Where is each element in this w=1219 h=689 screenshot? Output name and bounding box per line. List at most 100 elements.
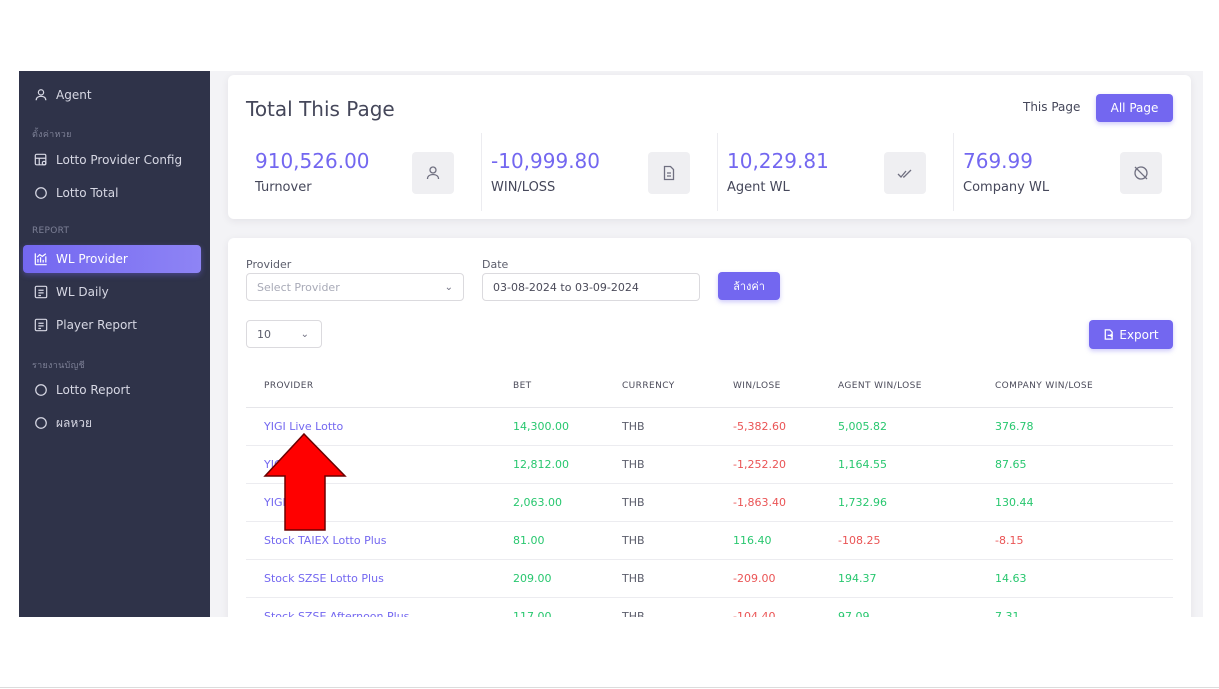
table-row: YIGI 2,063.00 THB -1,863.40 1,732.96 130.44 xyxy=(246,484,1173,522)
sidebar-section-accounting: รายงานบัญชี xyxy=(32,361,85,371)
circle-icon xyxy=(34,383,48,397)
list-box-icon xyxy=(34,285,48,299)
cell-agent-winlose: 5,005.82 xyxy=(838,420,887,433)
circle-icon xyxy=(34,186,48,200)
cell-company-winlose: 7.31 xyxy=(995,610,1020,617)
user-icon xyxy=(34,88,48,102)
cell-currency: THB xyxy=(622,534,645,547)
table-header: PROVIDER BET CURRENCY WIN/LOSE AGENT WIN… xyxy=(246,370,1173,408)
cell-provider-link[interactable]: YIGI Live Lotto xyxy=(264,420,344,433)
stat-label: WIN/LOSS xyxy=(491,180,556,195)
stat-turnover: 910,526.00 Turnover xyxy=(246,133,482,211)
cell-provider-link[interactable]: Stock TAIEX Lotto Plus xyxy=(264,534,387,547)
cell-bet: 14,300.00 xyxy=(513,420,569,433)
column-header-agent-winlose[interactable]: AGENT WIN/LOSE xyxy=(838,381,922,391)
cell-currency: THB xyxy=(622,458,645,471)
cell-provider-link[interactable]: Stock SZSE Lotto Plus xyxy=(264,572,384,585)
cell-bet: 209.00 xyxy=(513,572,552,585)
stat-label: Company WL xyxy=(963,180,1050,195)
app-screen: Agent ตั้งค่าหวย Lotto Provider Config L… xyxy=(19,71,1203,617)
sidebar-item-lotto-report[interactable]: Lotto Report xyxy=(23,376,201,404)
cell-agent-winlose: 194.37 xyxy=(838,572,877,585)
cell-currency: THB xyxy=(622,572,645,585)
sidebar-item-label: ผลหวย xyxy=(56,415,93,430)
table-row: YIGI Live Lotto 14,300.00 THB -5,382.60 5,00… xyxy=(246,408,1173,446)
provider-label: Provider xyxy=(246,258,292,271)
date-label: Date xyxy=(482,258,509,271)
sidebar-item-player-report[interactable]: Player Report xyxy=(23,311,201,339)
cell-provider-link[interactable]: YIGI xyxy=(264,496,286,509)
export-label: Export xyxy=(1119,327,1159,342)
sidebar-item-wl-provider[interactable]: WL Provider xyxy=(23,245,201,273)
page-length-value: 10 xyxy=(257,327,271,341)
no-entry-icon xyxy=(1120,152,1162,194)
summary-card: Total This Page This Page All Page 910,5… xyxy=(228,75,1191,219)
sidebar-item-label: WL Provider xyxy=(56,252,128,266)
table-row: YIG 12,812.00 THB -1,252.20 1,164.55 87.65 xyxy=(246,446,1173,484)
cell-agent-winlose: 1,164.55 xyxy=(838,458,887,471)
cell-company-winlose: -8.15 xyxy=(995,534,1024,547)
sidebar-item-wl-daily[interactable]: WL Daily xyxy=(23,278,201,306)
cell-company-winlose: 87.65 xyxy=(995,458,1027,471)
sidebar-item-agent[interactable]: Agent xyxy=(23,81,201,109)
date-range-input[interactable]: 03-08-2024 to 03-09-2024 xyxy=(482,273,700,301)
sidebar-item-lotto-total[interactable]: Lotto Total xyxy=(23,179,201,207)
chart-icon xyxy=(34,252,48,266)
table-row: Stock SZSE Afternoon Plus 117.00 THB -104.4… xyxy=(246,598,1173,617)
stat-value: -10,999.80 xyxy=(491,149,601,173)
chevron-down-icon: ⌄ xyxy=(300,329,309,340)
column-header-winlose[interactable]: WIN/LOSE xyxy=(733,381,781,391)
stat-divider xyxy=(717,133,718,211)
provider-placeholder: Select Provider xyxy=(257,280,340,294)
stat-label: Turnover xyxy=(255,180,312,195)
cell-company-winlose: 130.44 xyxy=(995,496,1034,509)
page-length-select[interactable]: 10 ⌄ xyxy=(246,320,322,348)
this-page-toggle[interactable]: This Page xyxy=(1023,100,1081,114)
stat-value: 910,526.00 xyxy=(255,149,370,173)
stat-label: Agent WL xyxy=(727,180,790,195)
clear-button[interactable]: ล้างค่า xyxy=(718,272,780,300)
chevron-down-icon: ⌄ xyxy=(444,282,453,293)
cell-agent-winlose: -108.25 xyxy=(838,534,881,547)
list-box-icon xyxy=(34,318,48,332)
column-header-bet[interactable]: BET xyxy=(513,381,532,391)
table-row: Stock TAIEX Lotto Plus 81.00 THB 116.40 -108… xyxy=(246,522,1173,560)
stat-winloss: -10,999.80 WIN/LOSS xyxy=(482,133,718,211)
sidebar-item-label: Lotto Report xyxy=(56,383,131,397)
report-card: Provider Select Provider ⌄ Date 03-08-20… xyxy=(228,238,1191,617)
cell-bet: 12,812.00 xyxy=(513,458,569,471)
cell-winlose: -104.40 xyxy=(733,610,776,617)
column-header-provider[interactable]: PROVIDER xyxy=(264,381,314,391)
cell-winlose: -209.00 xyxy=(733,572,776,585)
sidebar-item-lotto-provider-config[interactable]: Lotto Provider Config xyxy=(23,146,201,174)
table-row: Stock SZSE Lotto Plus 209.00 THB -209.00 194… xyxy=(246,560,1173,598)
sidebar-item-label: WL Daily xyxy=(56,285,109,299)
cell-currency: THB xyxy=(622,496,645,509)
stat-value: 769.99 xyxy=(963,149,1033,173)
cell-winlose: -5,382.60 xyxy=(733,420,786,433)
sidebar-item-label: Lotto Provider Config xyxy=(56,153,183,167)
cell-winlose: 116.40 xyxy=(733,534,772,547)
summary-title: Total This Page xyxy=(246,97,395,121)
provider-select[interactable]: Select Provider ⌄ xyxy=(246,273,464,301)
all-page-button[interactable]: All Page xyxy=(1096,94,1173,122)
sidebar: Agent ตั้งค่าหวย Lotto Provider Config L… xyxy=(19,71,210,617)
stat-divider xyxy=(953,133,954,211)
sidebar-item-label: Player Report xyxy=(56,318,137,332)
column-header-company-winlose[interactable]: COMPANY WIN/LOSE xyxy=(995,381,1094,391)
cell-bet: 81.00 xyxy=(513,534,545,547)
sidebar-item-lotto-result[interactable]: ผลหวย xyxy=(23,409,201,437)
document-icon xyxy=(648,152,690,194)
window-bottom-border xyxy=(0,687,1219,688)
circle-icon xyxy=(34,416,48,430)
sidebar-item-label: Lotto Total xyxy=(56,186,119,200)
cell-currency: THB xyxy=(622,420,645,433)
export-button[interactable]: Export xyxy=(1089,320,1173,349)
column-header-currency[interactable]: CURRENCY xyxy=(622,381,675,391)
cell-agent-winlose: 97.09 xyxy=(838,610,870,617)
sidebar-item-label: Agent xyxy=(56,88,92,102)
user-icon xyxy=(412,152,454,194)
cell-company-winlose: 376.78 xyxy=(995,420,1034,433)
red-arrow-annotation xyxy=(263,432,347,531)
cell-provider-link[interactable]: Stock SZSE Afternoon Plus xyxy=(264,610,410,617)
